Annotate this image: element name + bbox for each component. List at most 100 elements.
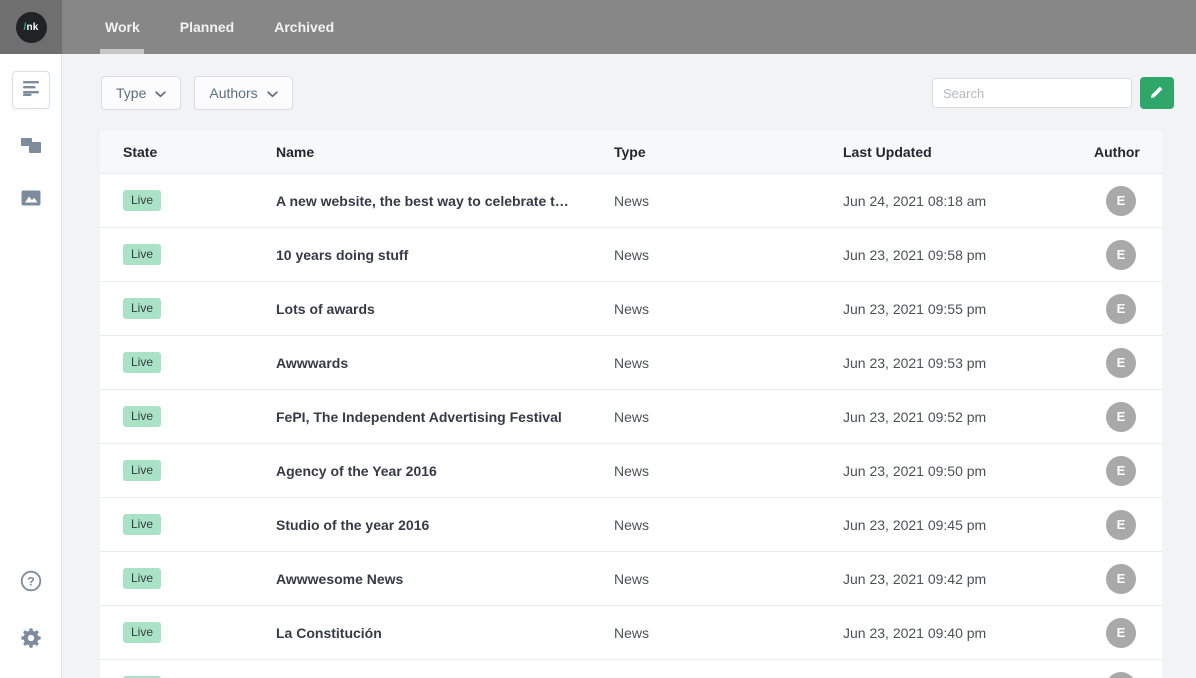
filter-toolbar: Type Authors	[101, 76, 1174, 110]
avatar: E	[1106, 509, 1136, 540]
row-type: News	[614, 516, 650, 533]
type-filter-dropdown[interactable]: Type	[101, 76, 182, 110]
author-cell	[1094, 671, 1136, 678]
avatar: E	[1106, 401, 1136, 432]
row-updated: Jun 23, 2021 09:58 pm	[843, 246, 987, 263]
author-cell: E	[1094, 563, 1136, 594]
avatar: E	[1106, 239, 1136, 270]
avatar	[1106, 671, 1136, 678]
chevron-down-icon	[266, 85, 278, 101]
status-badge: Live	[123, 622, 162, 643]
avatar: E	[1106, 185, 1136, 216]
row-type: News	[614, 570, 650, 587]
status-badge: Live	[123, 352, 162, 373]
table-row[interactable]: Live FePI, The Independent Advertising F…	[100, 389, 1162, 443]
avatar: E	[1106, 617, 1136, 648]
status-badge: Live	[123, 514, 162, 535]
tab-planned[interactable]: Planned	[179, 19, 235, 35]
svg-text:?: ?	[27, 574, 34, 588]
column-header-last-updated: Last Updated	[843, 144, 932, 160]
status-badge: Live	[123, 568, 162, 589]
entries-table: State Name Type Last Updated Author Live…	[100, 131, 1162, 678]
app-logo[interactable]: / nk	[15, 11, 47, 43]
sidebar-bottom: ?	[18, 568, 44, 678]
column-header-name: Name	[276, 144, 315, 160]
state-cell: Live	[123, 622, 276, 643]
state-cell: Live	[123, 352, 276, 373]
row-updated: Jun 23, 2021 09:42 pm	[843, 570, 987, 587]
authors-filter-label: Authors	[209, 85, 258, 101]
row-updated: Jun 23, 2021 09:45 pm	[843, 516, 987, 533]
sidebar: ?	[0, 54, 62, 678]
image-icon	[19, 186, 43, 215]
state-cell: Live	[123, 676, 276, 678]
row-updated: Jun 23, 2021 09:52 pm	[843, 408, 987, 425]
sidebar-item-settings[interactable]	[18, 625, 44, 656]
column-header-author: Author	[1094, 144, 1140, 160]
author-cell: E	[1094, 455, 1136, 486]
state-cell: Live	[123, 460, 276, 481]
column-header-state: State	[123, 144, 158, 160]
table-row[interactable]: Live Lots of awards News Jun 23, 2021 09…	[100, 281, 1162, 335]
author-cell: E	[1094, 347, 1136, 378]
row-type: News	[614, 624, 650, 641]
status-badge: Live	[123, 244, 162, 265]
avatar: E	[1106, 347, 1136, 378]
author-cell: E	[1094, 509, 1136, 540]
row-name: A new website, the best way to celebrate…	[276, 192, 569, 209]
sidebar-item-layouts[interactable]	[19, 133, 43, 162]
chevron-down-icon	[155, 85, 167, 101]
tab-archived[interactable]: Archived	[274, 19, 335, 35]
status-badge: Live	[123, 298, 162, 319]
table-row[interactable]: Live Studio of the year 2016 News Jun 23…	[100, 497, 1162, 551]
table-row[interactable]: Live A new website, the best way to cele…	[100, 173, 1162, 227]
status-badge: Live	[123, 406, 162, 427]
row-name: La Constitución	[276, 624, 382, 641]
main-content: Type Authors State Name Type Last Update…	[62, 54, 1196, 678]
state-cell: Live	[123, 244, 276, 265]
table-row[interactable]: Live La Constitución News Jun 23, 2021 0…	[100, 605, 1162, 659]
help-icon: ?	[18, 568, 44, 599]
sidebar-item-help[interactable]: ?	[18, 568, 44, 599]
state-cell: Live	[123, 406, 276, 427]
tab-work[interactable]: Work	[105, 19, 140, 35]
row-type: News	[614, 246, 650, 263]
row-name: Awwwesome News	[276, 570, 404, 587]
gear-icon	[18, 625, 44, 656]
row-name: FePI, The Independent Advertising Festiv…	[276, 408, 562, 425]
table-row[interactable]: Live 10 years doing stuff News Jun 23, 2…	[100, 227, 1162, 281]
avatar: E	[1106, 455, 1136, 486]
row-type: News	[614, 408, 650, 425]
logo-letters: nk	[26, 21, 39, 33]
state-cell: Live	[123, 190, 276, 211]
avatar: E	[1106, 563, 1136, 594]
top-tabs: Work Planned Archived	[62, 0, 334, 54]
avatar: E	[1106, 293, 1136, 324]
row-name: Lots of awards	[276, 300, 375, 317]
author-cell: E	[1094, 185, 1136, 216]
table-row[interactable]: Live	[100, 659, 1162, 678]
pencil-icon	[1148, 83, 1166, 104]
author-cell: E	[1094, 617, 1136, 648]
new-entry-button[interactable]	[1140, 77, 1174, 109]
table-body: Live A new website, the best way to cele…	[100, 173, 1162, 678]
row-type: News	[614, 462, 650, 479]
search-input[interactable]	[932, 78, 1132, 108]
row-updated: Jun 24, 2021 08:18 am	[843, 192, 987, 209]
table-row[interactable]: Live Awwwards News Jun 23, 2021 09:53 pm…	[100, 335, 1162, 389]
type-filter-label: Type	[116, 85, 147, 101]
row-updated: Jun 23, 2021 09:40 pm	[843, 624, 987, 641]
row-updated: Jun 23, 2021 09:55 pm	[843, 300, 987, 317]
sidebar-item-content[interactable]	[11, 71, 50, 109]
state-cell: Live	[123, 298, 276, 319]
table-header: State Name Type Last Updated Author	[100, 131, 1162, 173]
sidebar-item-media[interactable]	[19, 186, 43, 215]
table-row[interactable]: Live Awwwesome News News Jun 23, 2021 09…	[100, 551, 1162, 605]
authors-filter-dropdown[interactable]: Authors	[194, 76, 293, 110]
logo-container: / nk	[0, 0, 62, 54]
row-type: News	[614, 354, 650, 371]
author-cell: E	[1094, 401, 1136, 432]
status-badge: Live	[123, 190, 162, 211]
table-row[interactable]: Live Agency of the Year 2016 News Jun 23…	[100, 443, 1162, 497]
